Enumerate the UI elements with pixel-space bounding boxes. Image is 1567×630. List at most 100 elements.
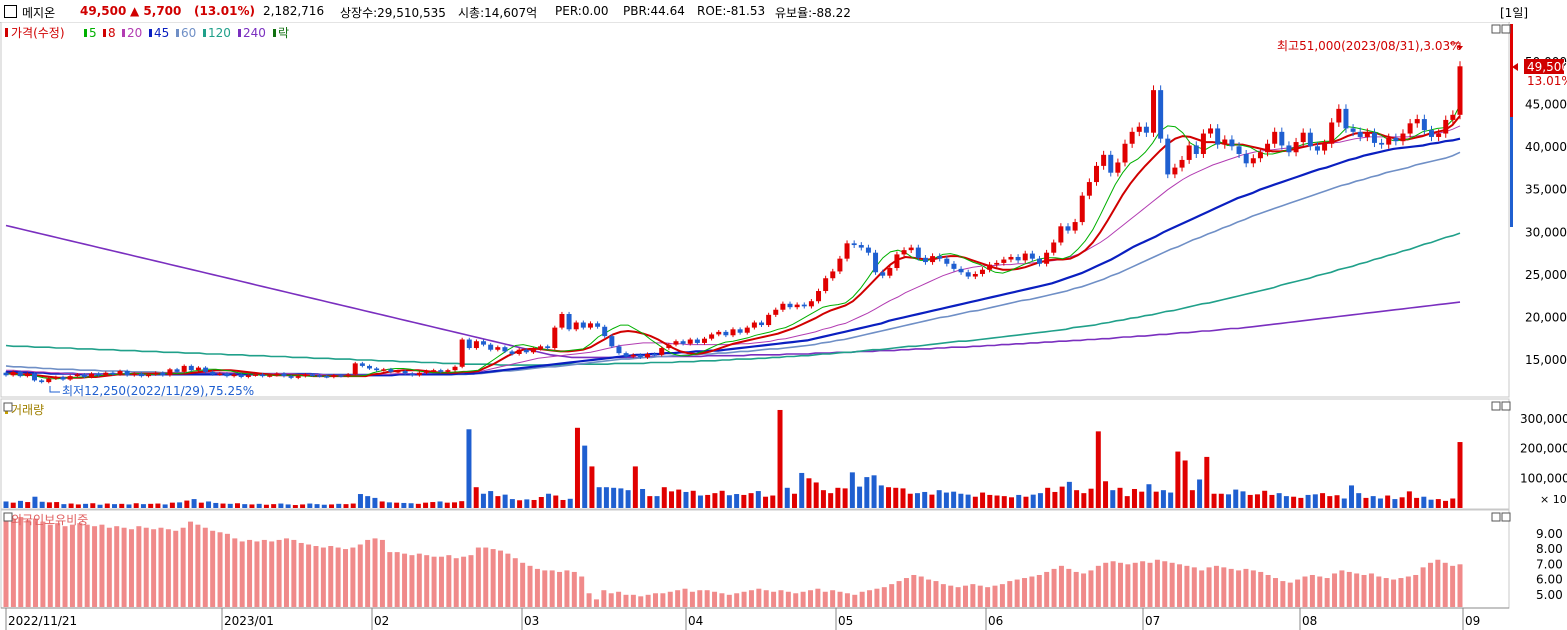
candle-body [352,363,358,375]
candle-body [217,373,223,376]
foreign-bar [992,585,998,607]
candle-body [89,373,95,377]
close-icon[interactable] [1501,24,1511,34]
checkbox[interactable] [4,5,17,18]
ma-legend-label: 락 [278,26,289,40]
candle-body [1136,126,1142,132]
volume-bar [191,499,197,508]
candle-body [1364,132,1370,137]
foreign-bar [719,593,725,607]
candle-body [1414,119,1420,124]
candle-body [395,371,401,373]
foreign-bar [202,527,208,607]
price-change-pct: (13.01%) [194,4,255,18]
foreign-bar [350,547,356,607]
foreign-bar [99,524,105,607]
volume-bar [553,495,559,508]
volume-bar [1110,490,1116,508]
candle-body [1029,253,1035,259]
foreign-bar [1184,565,1190,607]
foreign-bar [1213,565,1219,607]
candle-body [367,365,372,369]
candle-body [409,373,415,376]
foreign-bar [741,591,747,607]
foreign-bar [409,555,415,607]
volume-bar [495,496,501,508]
candle-body [60,376,66,380]
foreign-bar [542,570,548,607]
volume-bar [488,491,494,508]
volume-bar [227,503,233,508]
foreign-bar [394,552,400,607]
volume-bar [654,496,660,508]
candle-body [666,344,672,349]
current-price: 49,500 [80,4,127,18]
volume-bar [1435,499,1441,508]
candle-body [338,375,344,377]
foreign-bar [1339,570,1345,607]
close-icon[interactable] [1501,401,1511,411]
volume-bar [75,504,81,508]
candle-body [759,322,765,326]
foreign-bar [84,524,90,607]
foreign-bar [918,576,924,607]
reserve-ratio: 유보율:-88.22 [775,6,851,20]
volume-bar [1283,496,1289,508]
foreign-bar [3,517,9,607]
candle-body [780,303,786,310]
foreign-bar [549,570,555,607]
volume-bar [1370,496,1376,508]
x-axis-labels: 2022/11/21 2023/01 02 03 04 05 06 07 08 09 [5,608,1480,630]
candle-body [495,347,501,350]
candle-body [630,354,636,357]
period-button[interactable]: [1일] [1500,6,1529,20]
foreign-bar [985,587,991,607]
candle-body [1357,131,1363,137]
candle-body [965,272,971,277]
foreign-bar [1258,571,1264,607]
foreign-bar [335,547,341,607]
volume-bar [97,504,103,508]
foreign-bar [977,585,983,607]
foreign-bar [527,565,533,607]
volume-bar [596,487,602,508]
ma-legend-label: 20 [127,26,142,40]
volume-bar [835,487,841,508]
minimize-icon[interactable] [1491,512,1501,522]
per-value: PER:0.00 [555,4,609,18]
panel-buttons[interactable] [3,24,1511,522]
foreign-bar [291,539,297,607]
volume-bar [1124,496,1130,508]
candle-body [1350,128,1356,132]
foreign-bar [830,590,836,607]
foreign-bar [1228,568,1234,607]
foreign-bar [564,570,570,607]
price-legend-marker [5,28,8,37]
foreign-bar [195,524,201,607]
foreign-bar [121,527,127,607]
foreign-bar [1103,562,1109,607]
foreign-bar [1376,576,1382,607]
foreign-bar [771,591,777,607]
close-icon[interactable] [1501,512,1511,522]
x-tick-label: 02 [374,614,389,628]
panel-toggle-icon[interactable] [3,402,13,412]
volume-bar [68,503,74,508]
candles [3,61,1463,384]
minimize-icon[interactable] [1491,24,1501,34]
panel-toggle-icon[interactable] [3,512,13,522]
minimize-icon[interactable] [1491,401,1501,411]
volume-bar [625,490,631,508]
volume-bar [857,486,863,508]
foreign-bar [660,593,666,607]
candle-body [302,374,308,377]
foreign-ownership-bars [3,517,1463,607]
foreign-bar [1383,578,1389,607]
volume-bar [1276,493,1282,508]
volume-bar [1045,487,1051,508]
candle-body [452,366,458,371]
volume-bar [1088,488,1094,508]
foreign-panel [0,509,1510,609]
candle-body [987,264,993,270]
foreign-bar [1317,576,1323,607]
